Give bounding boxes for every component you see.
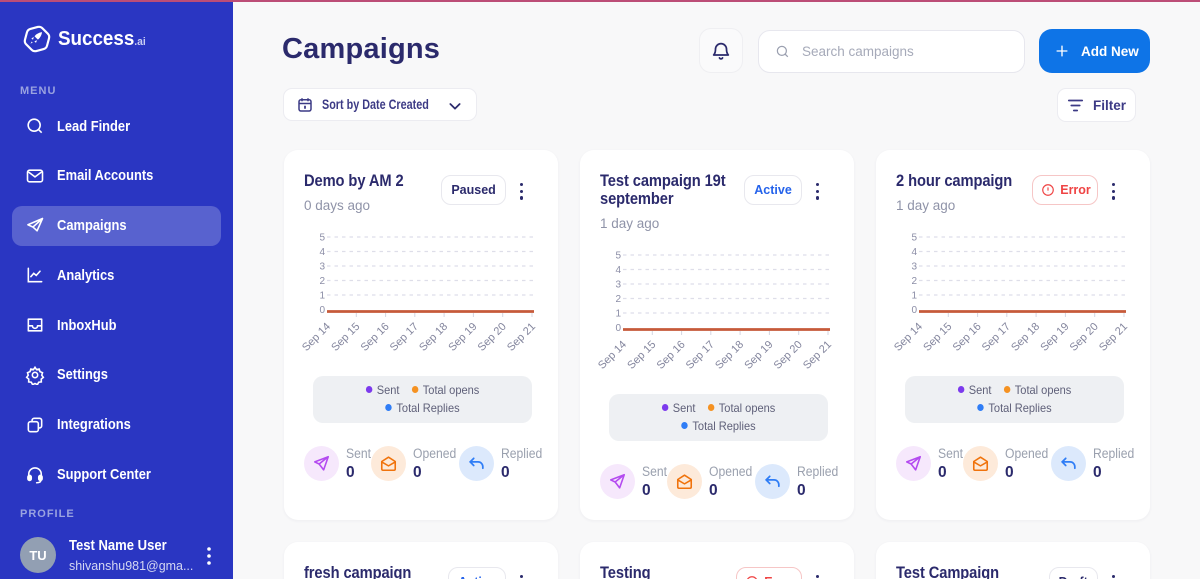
svg-text:1: 1: [319, 291, 325, 302]
svg-text:Sep 17: Sep 17: [388, 321, 421, 354]
svg-text:Sep 16: Sep 16: [951, 321, 984, 354]
svg-text:Sep 16: Sep 16: [359, 321, 392, 354]
svg-text:Sep 19: Sep 19: [1038, 321, 1071, 354]
svg-text:2: 2: [319, 276, 325, 287]
svg-text:Sep 18: Sep 18: [1009, 321, 1042, 354]
svg-text:Sep 15: Sep 15: [329, 321, 362, 354]
svg-text:5: 5: [615, 251, 621, 262]
svg-text:3: 3: [911, 262, 917, 273]
svg-text:2: 2: [615, 294, 621, 305]
svg-text:3: 3: [615, 280, 621, 291]
svg-text:2: 2: [911, 276, 917, 287]
svg-text:Sep 20: Sep 20: [1068, 321, 1101, 354]
svg-text:Sep 21: Sep 21: [1097, 321, 1130, 354]
svg-text:0: 0: [319, 305, 325, 316]
svg-text:Sep 18: Sep 18: [417, 321, 450, 354]
svg-text:Sep 19: Sep 19: [446, 321, 479, 354]
svg-text:Sep 20: Sep 20: [476, 321, 509, 354]
svg-text:1: 1: [911, 291, 917, 302]
svg-text:Sep 14: Sep 14: [892, 321, 925, 354]
svg-text:1: 1: [615, 309, 621, 320]
svg-text:Sep 14: Sep 14: [596, 339, 629, 372]
svg-text:Sep 21: Sep 21: [505, 321, 538, 354]
svg-text:5: 5: [911, 233, 917, 244]
svg-text:Sep 14: Sep 14: [300, 321, 333, 354]
svg-text:Sep 17: Sep 17: [684, 339, 717, 372]
svg-text:Sep 20: Sep 20: [772, 339, 805, 372]
svg-text:Sep 15: Sep 15: [625, 339, 658, 372]
svg-text:Sep 19: Sep 19: [742, 339, 775, 372]
svg-text:3: 3: [319, 262, 325, 273]
svg-text:Sep 18: Sep 18: [713, 339, 746, 372]
svg-text:Sep 15: Sep 15: [921, 321, 954, 354]
svg-text:Sep 21: Sep 21: [801, 339, 834, 372]
svg-text:Sep 17: Sep 17: [980, 321, 1013, 354]
svg-text:4: 4: [615, 265, 621, 276]
svg-text:Sep 16: Sep 16: [655, 339, 688, 372]
svg-text:5: 5: [319, 233, 325, 244]
svg-text:0: 0: [911, 305, 917, 316]
svg-text:4: 4: [911, 247, 917, 258]
svg-text:4: 4: [319, 247, 325, 258]
svg-text:0: 0: [615, 323, 621, 334]
